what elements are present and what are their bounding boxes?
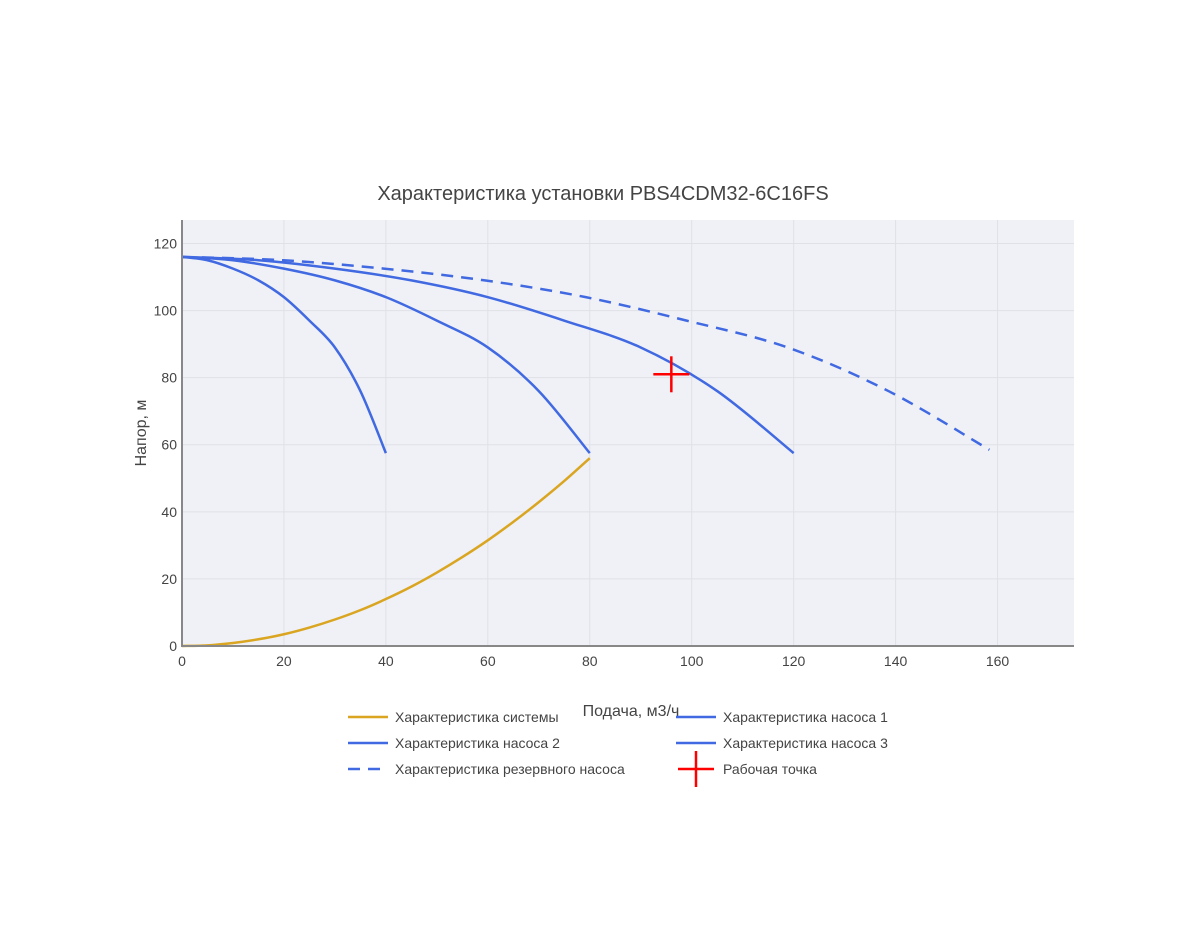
chart-title: Характеристика установки PBS4CDM32-6C16F… [377, 183, 828, 205]
x-tick-label: 20 [276, 653, 292, 669]
y-tick-label: 80 [161, 370, 177, 386]
tick-labels: 0 20 40 60 80 100 120 140 160 0 20 40 60 80 100 120 [154, 235, 1010, 669]
y-axis-label: Напор, м [133, 400, 150, 467]
legend-item[interactable]: Характеристика насоса 2 [348, 735, 560, 751]
series-line-0 [181, 457, 591, 648]
x-tick-label: 60 [480, 653, 496, 669]
y-tick-label: 120 [154, 235, 178, 251]
series-group [181, 255, 991, 648]
x-tick-label: 100 [680, 653, 704, 669]
x-tick-label: 80 [582, 653, 598, 669]
series-line-2 [181, 255, 591, 454]
legend-item[interactable]: Характеристика насоса 3 [676, 735, 888, 751]
legend-cross-icon [678, 751, 714, 787]
grid [182, 220, 1074, 646]
series-line-4 [181, 255, 991, 451]
legend[interactable]: Характеристика системы Характеристика нас… [348, 709, 888, 787]
y-tick-label: 40 [161, 504, 177, 520]
series-line-1 [181, 255, 388, 454]
y-tick-label: 0 [169, 638, 177, 654]
x-tick-label: 40 [378, 653, 394, 669]
plot-background [182, 220, 1074, 646]
y-tick-label: 60 [161, 437, 177, 453]
legend-label: Рабочая точка [723, 761, 817, 777]
x-tick-label: 0 [178, 653, 186, 669]
legend-item[interactable]: Характеристика насоса 1 [676, 709, 888, 725]
y-tick-label: 100 [154, 303, 178, 319]
legend-item[interactable]: Характеристика резервного насоса [348, 761, 625, 777]
x-tick-label: 160 [986, 653, 1010, 669]
x-tick-label: 120 [782, 653, 806, 669]
legend-label: Характеристика резервного насоса [395, 761, 625, 777]
x-axis-label: Подача, м3/ч [583, 703, 680, 720]
legend-item[interactable]: Характеристика системы [348, 709, 559, 725]
legend-item[interactable]: Рабочая точка [678, 751, 817, 787]
y-tick-label: 20 [161, 571, 177, 587]
legend-label: Характеристика системы [395, 709, 559, 725]
legend-label: Характеристика насоса 1 [723, 709, 888, 725]
working-point-marker [653, 356, 690, 393]
x-tick-label: 140 [884, 653, 908, 669]
series-line-3 [181, 255, 795, 455]
legend-label: Характеристика насоса 2 [395, 735, 560, 751]
legend-label: Характеристика насоса 3 [723, 735, 888, 751]
